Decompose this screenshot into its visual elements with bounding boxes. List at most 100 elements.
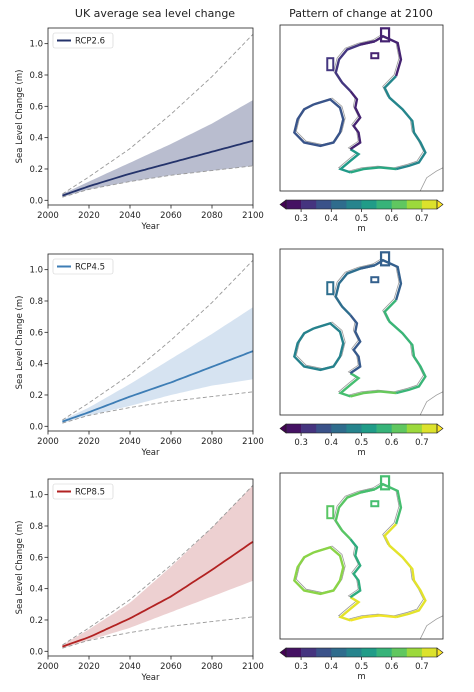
y-tick-label: 0.8: [29, 71, 43, 81]
colorbar-max-arrow: [436, 199, 444, 210]
plot-frame: [47, 27, 254, 206]
coast-value-south: [338, 372, 361, 398]
y-tick-label: 0.8: [29, 297, 43, 307]
legend-box: [52, 483, 114, 500]
colorbar-segment: [301, 424, 317, 433]
line-charts: 0.0 0.2 0.4 0.6 0.8 1.0 2000 2020 2040 2060 2080 21…: [15, 27, 264, 683]
series-line: [62, 350, 254, 423]
dashed-envelope-upper: [62, 484, 254, 646]
colorbar: 0.3 0.4 0.5 0.6 0.7 m: [279, 423, 444, 458]
colorbar-tick-label: 0.4: [325, 662, 339, 672]
colorbar-segment: [346, 648, 362, 657]
y-tick-label: 0.2: [29, 165, 43, 175]
colorbar-segment: [376, 424, 392, 433]
colorbar-segment: [361, 200, 377, 209]
legend: RCP4.5: [52, 258, 114, 275]
x-tick-label: 2040: [119, 211, 141, 221]
coast-value-north: [359, 40, 376, 46]
x-tick-label: 2100: [242, 662, 264, 672]
colorbar-segment: [301, 200, 317, 209]
coast-value-west: [334, 264, 376, 316]
y-tick-label: 1.0: [29, 266, 43, 276]
coast-value-irish_sea: [349, 538, 362, 599]
y-tick-label: 1.0: [29, 40, 43, 50]
coast-value-north: [359, 488, 376, 494]
colorbar-tick-label: 0.3: [294, 662, 308, 672]
legend: RCP8.5: [52, 483, 114, 500]
coast-value-north: [359, 264, 376, 270]
colorbar-tick-label: 0.7: [415, 662, 429, 672]
x-tick-label: 2020: [78, 662, 100, 672]
dashed-envelope-lower: [62, 165, 254, 198]
coast-value-irish_sea: [349, 90, 362, 151]
y-tick-label: 0.0: [29, 196, 43, 206]
colorbar-segment: [391, 200, 408, 209]
shetland-values: [379, 251, 391, 267]
dashed-envelope-lower: [62, 391, 254, 424]
colorbar-tick-label: 0.4: [325, 214, 339, 224]
y-tick-label: 0.0: [29, 422, 43, 432]
orkney-values: [370, 276, 380, 284]
dashed-envelope-lower: [62, 616, 254, 649]
colorbar-segment: [376, 648, 392, 657]
colorbar-tick-label: 0.5: [355, 662, 369, 672]
shetland-values: [379, 27, 391, 43]
maps: 0.3 0.4 0.5 0.6 0.7m0.3 0.4 0.5 0.6 0.7m0.3 0.4 0.…: [279, 24, 444, 682]
coast-value-south: [338, 596, 361, 622]
colorbar-segment: [286, 200, 302, 209]
colorbar-segment: [286, 648, 302, 657]
colorbar-segment: [361, 424, 377, 433]
y-axis-label: Sea Level Change (m): [15, 296, 25, 390]
uncertainty-band: [62, 100, 254, 198]
y-axis-label: Sea Level Change (m): [15, 521, 25, 615]
y-tick-label: 0.4: [29, 585, 43, 595]
colorbar-tick-label: 0.6: [385, 438, 399, 448]
colorbar-segment: [406, 200, 423, 209]
colorbar-segment: [421, 200, 438, 209]
y-tick-label: 0.4: [29, 360, 43, 370]
x-tick-label: 2040: [119, 437, 141, 447]
coast-value-east: [383, 299, 427, 395]
coast-value-irish_sea: [349, 314, 362, 375]
x-axis-label: Year: [141, 673, 161, 683]
map-frame: [279, 248, 444, 416]
x-axis-label: Year: [141, 222, 161, 232]
legend-label: RCP4.5: [75, 263, 105, 273]
colorbar-min-arrow: [279, 647, 287, 658]
series-line: [62, 139, 254, 197]
y-tick-label: 0.6: [29, 553, 43, 563]
y-tick-label: 0.2: [29, 616, 43, 626]
legend-label: RCP2.6: [75, 37, 105, 47]
y-tick-label: 0.2: [29, 391, 43, 401]
colorbar-segment: [421, 424, 438, 433]
coast-value-south: [338, 148, 361, 174]
map-rcp45: 0.3 0.4 0.5 0.6 0.7 m: [279, 248, 444, 458]
legend-box: [52, 32, 114, 49]
x-tick-label: 2080: [201, 437, 223, 447]
y-tick-label: 0.8: [29, 522, 43, 532]
y-tick-label: 0.4: [29, 134, 43, 144]
continent-coast: [419, 167, 444, 192]
colorbar-segment: [361, 648, 377, 657]
coast-value-southeast: [350, 390, 397, 398]
colorbar-tick-label: 0.7: [415, 214, 429, 224]
hebrides-values: [326, 505, 335, 520]
plot-frame: [47, 253, 254, 432]
y-axis-label: Sea Level Change (m): [15, 70, 25, 164]
x-tick-label: 2060: [160, 437, 182, 447]
y-tick-label: 0.6: [29, 328, 43, 338]
colorbar-segment: [406, 648, 423, 657]
colorbar-segment: [316, 200, 332, 209]
colorbar-segment: [316, 424, 332, 433]
colorbar-tick-label: 0.3: [294, 438, 308, 448]
continent-coast: [419, 391, 444, 416]
colorbar-segment: [331, 200, 347, 209]
x-tick-label: 2000: [37, 437, 59, 447]
dashed-envelope-upper: [62, 259, 254, 421]
x-tick-label: 2100: [242, 437, 264, 447]
colorbar: 0.3 0.4 0.5 0.6 0.7 m: [279, 647, 444, 682]
colorbar-min-arrow: [279, 199, 287, 210]
map-frame: [279, 472, 444, 640]
x-axis-label: Year: [141, 448, 161, 458]
